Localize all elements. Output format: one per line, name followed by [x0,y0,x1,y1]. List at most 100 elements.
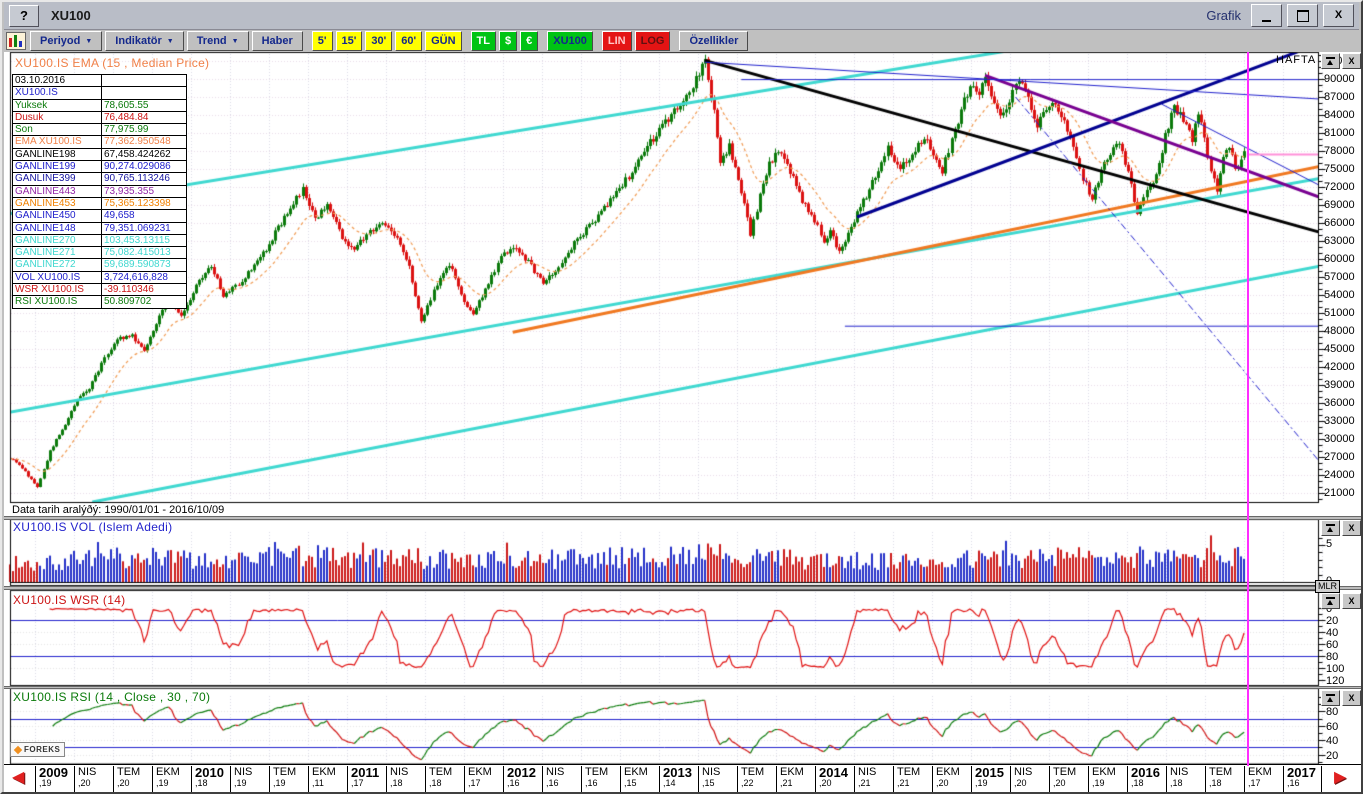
main-pane-maximize-button[interactable] [1321,53,1340,69]
date-axis-label: EKM ,11 [308,766,347,792]
vol-pane-maximize-button[interactable] [1321,520,1340,536]
legend-row: GANLINE270 103,453.13115 [13,233,186,247]
legend-row: 03.10.2016 [13,75,186,87]
toolbar-button-ozellikler[interactable]: Özellikler [679,31,749,51]
minimize-button[interactable] [1251,4,1282,27]
legend-row-value: 76,484.84 [104,111,149,123]
legend-row: Yuksek 78,605.55 [13,98,186,111]
legend-row-value: 75,082.415013 [104,247,171,259]
date-axis-label: TEM ,18 [1205,766,1244,792]
legend-row-label: XU100.IS [13,87,102,99]
toolbar-button-log[interactable]: LOG [634,31,671,51]
current-date-cursor [1247,52,1249,766]
window-type-label: Grafik [1206,8,1241,23]
legend-row-label: Yuksek [13,99,102,111]
pane-separator[interactable] [4,586,1361,590]
maximize-button[interactable] [1287,4,1318,27]
chart-tool-icon[interactable] [6,32,26,50]
date-axis-label: 2009,19 [35,766,74,792]
toolbar-button-lin[interactable]: LIN [601,31,632,51]
pane-separator[interactable] [4,516,1361,520]
maximize-pane-icon [1326,596,1335,606]
date-axis-label: TEM ,20 [1049,766,1088,792]
rsi-pane-close-button[interactable]: X [1342,690,1361,706]
date-axis-label: 2011,17 [347,766,386,792]
main-pane-controls: X [1321,53,1361,69]
date-axis-label: NIS ,15 [698,766,737,792]
toolbar-button-60m[interactable]: 60' [395,31,423,51]
toolbar-button-trend[interactable]: Trend ▼ [186,31,249,51]
legend-row-label: GANLINE148 [13,222,102,234]
date-axis: 2009,19 NIS ,20 TEM ,20 EKM ,19 2010,18 NIS ,19 TE… [4,764,1361,792]
toolbar-button-eur[interactable]: € [520,31,539,51]
legend-row-label: 03.10.2016 [13,75,102,87]
scroll-left-icon: ◀ [12,769,25,786]
wsr-pane-controls: X [1321,593,1361,609]
scroll-right-button[interactable]: ▶ [1334,770,1346,786]
legend-row: GANLINE443 73,935.355 [13,184,186,197]
toolbar-button-15m[interactable]: 15' [335,31,363,51]
legend-row: GANLINE399 90,765.113246 [13,172,186,185]
toolbar-button-usd[interactable]: $ [498,31,518,51]
legend-row-label: GANLINE270 [13,234,102,247]
toolbar-button-5m[interactable]: 5' [311,31,333,51]
legend-row-value: 75,365.123398 [104,197,171,209]
legend-row: Dusuk 76,484.84 [13,110,186,124]
legend-row-label: RSI XU100.IS [13,296,102,308]
legend-row: EMA XU100.IS 77,362.950548 [13,135,186,148]
toolbar-button-30m[interactable]: 30' [365,31,393,51]
close-button[interactable]: X [1323,4,1354,27]
toolbar-button-periyod[interactable]: Periyod ▼ [30,31,103,51]
help-button[interactable]: ? [9,4,39,27]
legend-row-label: Son [13,124,102,136]
legend-row: WSR XU100.IS -39.110346 [13,283,186,296]
date-axis-label: TEM ,22 [737,766,776,792]
legend-row-label: GANLINE450 [13,210,102,222]
date-axis-label: EKM ,17 [464,766,503,792]
legend-row: GANLINE198 67,458.424262 [13,147,186,161]
date-axis-label: NIS ,21 [854,766,893,792]
legend-row-label: GANLINE271 [13,247,102,259]
date-axis-label: 2013,14 [659,766,698,792]
date-axis-label: TEM ,20 [113,766,152,792]
maximize-pane-icon [1326,56,1335,66]
scroll-right-icon: ▶ [1334,769,1347,786]
legend-row-value: 50.809702 [104,296,152,308]
toolbar-button-gun[interactable]: GÜN [425,31,462,51]
toolbar: Periyod ▼ Indikatör ▼ Trend ▼ Haber 5' 15' 30' 60'… [4,30,1359,52]
title-bar: ? XU100 Grafik X [4,2,1359,30]
rsi-pane-maximize-button[interactable] [1321,690,1340,706]
date-axis-label: 2010,18 [191,766,230,792]
chevron-down-icon: ▼ [166,37,174,45]
date-axis-label: TEM ,21 [893,766,932,792]
legend-row-value [102,75,186,86]
toolbar-button-xu100[interactable]: XU100 [547,31,593,51]
toolbar-button-haber[interactable]: Haber [251,31,303,51]
rsi-pane-title: XU100.IS RSI (14 , Close , 30 , 70) [13,690,211,704]
vol-pane-title: XU100.IS VOL (Islem Adedi) [13,520,173,534]
date-axis-label: 2017,16 [1283,766,1322,792]
close-pane-icon: X [1348,522,1355,533]
date-axis-label: EKM ,15 [620,766,659,792]
scroll-left-button[interactable]: ◀ [12,770,24,786]
close-pane-icon: X [1348,595,1355,606]
wsr-pane-maximize-button[interactable] [1321,593,1340,609]
main-pane-close-button[interactable]: X [1342,53,1361,69]
vol-pane-close-button[interactable]: X [1342,520,1361,536]
date-axis-label: NIS ,19 [230,766,269,792]
rsi-pane-controls: X [1321,690,1361,706]
toolbar-button-tl[interactable]: TL [470,31,496,51]
foreks-diamond-icon [13,745,23,754]
date-axis-label: TEM ,18 [425,766,464,792]
maximize-icon [1296,9,1309,22]
legend-row-value: 90,765.113246 [104,173,170,185]
legend-row-label: EMA XU100.IS [13,136,102,148]
pane-separator[interactable] [4,686,1361,689]
chevron-down-icon: ▼ [231,37,239,45]
legend-row: GANLINE450 49,658 [13,209,186,222]
date-axis-label: EKM ,19 [1088,766,1127,792]
toolbar-button-indikator[interactable]: Indikatör ▼ [105,31,184,51]
wsr-pane-close-button[interactable]: X [1342,593,1361,609]
